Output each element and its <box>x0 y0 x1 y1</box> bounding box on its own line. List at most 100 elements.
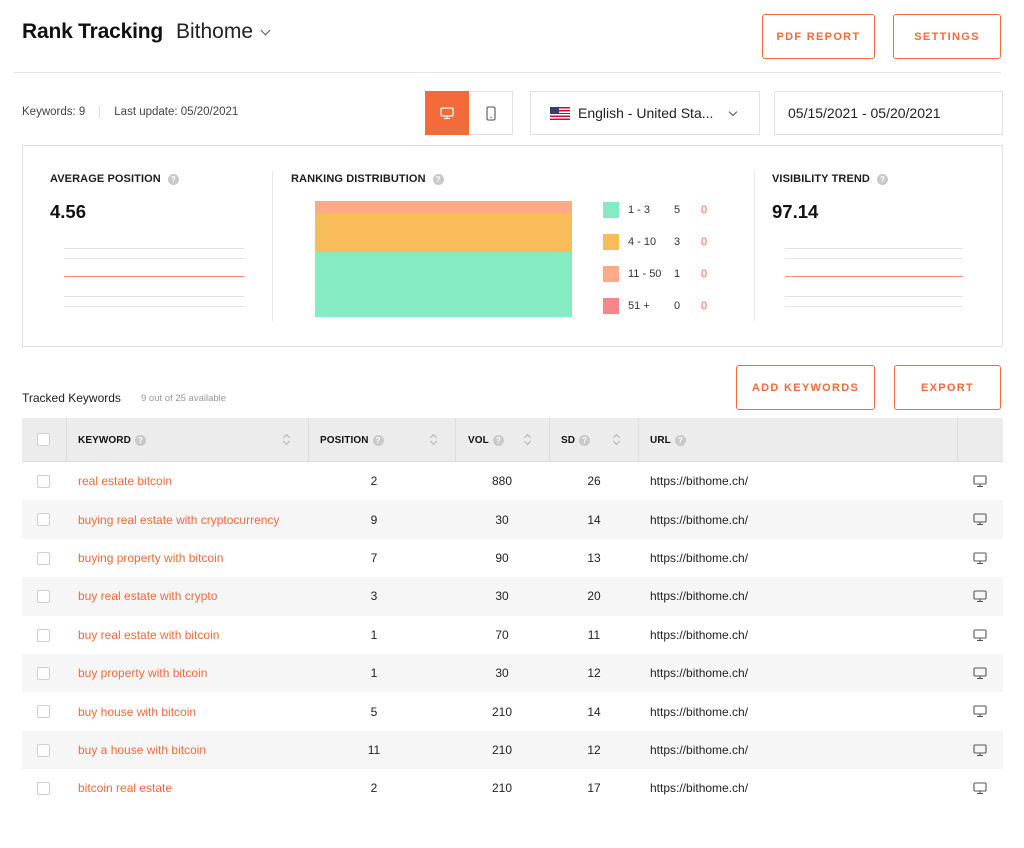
keyword-link[interactable]: real estate bitcoin <box>78 474 173 489</box>
monitor-icon[interactable] <box>973 667 987 680</box>
column-keyword-label: KEYWORD <box>78 434 131 446</box>
sd-value: 12 <box>587 742 601 757</box>
us-flag-icon <box>550 106 570 120</box>
vol-value: 210 <box>491 704 513 719</box>
help-icon[interactable]: ? <box>167 173 179 185</box>
legend-swatch <box>603 266 619 282</box>
average-position-label: AVERAGE POSITION ? <box>50 173 179 185</box>
vol-value: 210 <box>491 742 513 757</box>
column-position-label: POSITION <box>320 434 369 446</box>
help-icon[interactable]: ? <box>432 173 444 185</box>
table-row: buy a house with bitcoin 11 210 12 https… <box>22 730 1003 770</box>
sort-icon[interactable] <box>430 433 437 446</box>
date-range-picker[interactable]: 05/15/2021 - 05/20/2021 <box>774 91 1003 135</box>
legend-row: 4 - 10 3 0 <box>603 233 733 251</box>
url-value: https://bithome.ch/ <box>650 742 749 757</box>
vol-value: 30 <box>495 666 509 681</box>
keyword-link[interactable]: bitcoin real estate <box>78 781 173 796</box>
row-checkbox[interactable] <box>37 551 50 565</box>
select-all-checkbox[interactable] <box>37 433 50 446</box>
stats-divider <box>272 171 273 321</box>
page-title: Rank Tracking <box>22 20 163 43</box>
visibility-trend-value: 97.14 <box>772 201 819 222</box>
sort-icon[interactable] <box>283 433 290 446</box>
legend-range: 4 - 10 <box>628 236 657 248</box>
row-checkbox[interactable] <box>37 743 50 757</box>
vol-value: 30 <box>495 589 509 604</box>
column-sd[interactable]: SD ? <box>561 418 591 462</box>
row-checkbox[interactable] <box>37 705 50 719</box>
keyword-link[interactable]: buy real estate with bitcoin <box>78 627 220 642</box>
sort-icon[interactable] <box>524 433 531 446</box>
average-position-sparkline <box>64 248 244 310</box>
column-vol-label: VOL <box>468 434 489 446</box>
position-value: 2 <box>370 474 378 489</box>
legend-range: 1 - 3 <box>628 204 651 216</box>
row-checkbox[interactable] <box>37 475 50 488</box>
position-value: 1 <box>370 666 378 681</box>
keyword-link[interactable]: buy a house with bitcoin <box>78 742 207 757</box>
column-position[interactable]: POSITION ? <box>320 418 384 462</box>
keyword-link[interactable]: buy property with bitcoin <box>78 666 208 681</box>
column-url[interactable]: URL ? <box>650 418 686 462</box>
visibility-trend-label-text: VISIBILITY TREND <box>772 173 870 185</box>
help-icon[interactable]: ? <box>134 434 146 446</box>
column-divider <box>957 418 958 462</box>
sd-value: 13 <box>587 550 601 565</box>
date-range-value: 05/15/2021 - 05/20/2021 <box>788 105 941 121</box>
language-select[interactable]: English - United Sta... <box>530 91 760 135</box>
legend-row: 1 - 3 5 0 <box>603 201 733 219</box>
keyword-link[interactable]: buy real estate with crypto <box>78 589 218 604</box>
position-value: 2 <box>370 781 378 796</box>
monitor-icon[interactable] <box>973 744 987 757</box>
help-icon[interactable]: ? <box>876 173 888 185</box>
monitor-icon[interactable] <box>973 590 987 603</box>
row-checkbox[interactable] <box>37 513 50 527</box>
help-icon[interactable]: ? <box>674 434 686 446</box>
project-name: Bithome <box>175 20 254 43</box>
monitor-icon[interactable] <box>973 475 987 488</box>
keywords-count: Keywords: 9 <box>22 106 86 118</box>
add-keywords-button[interactable]: ADD KEYWORDS <box>736 365 875 410</box>
visibility-trend-label: VISIBILITY TREND ? <box>772 173 888 185</box>
row-checkbox[interactable] <box>37 590 50 604</box>
sort-icon[interactable] <box>613 433 620 446</box>
keywords-table: KEYWORD ? POSITION ? VOL ? SD ? URL ? <box>22 418 1003 808</box>
column-keyword[interactable]: KEYWORD ? <box>78 418 146 462</box>
legend-row: 11 - 50 1 0 <box>603 265 733 283</box>
desktop-icon <box>440 106 454 119</box>
vol-value: 210 <box>491 781 513 796</box>
legend-count: 3 <box>674 236 681 248</box>
monitor-icon[interactable] <box>973 705 987 718</box>
row-checkbox[interactable] <box>37 628 50 642</box>
sd-value: 14 <box>587 512 601 527</box>
settings-button[interactable]: SETTINGS <box>893 14 1001 59</box>
vol-value: 30 <box>495 512 509 527</box>
monitor-icon[interactable] <box>973 552 987 565</box>
keyword-link[interactable]: buying property with bitcoin <box>78 550 224 565</box>
meta-separator <box>99 106 101 118</box>
help-icon[interactable]: ? <box>372 434 384 446</box>
table-row: real estate bitcoin 2 880 26 https://bit… <box>22 462 1003 500</box>
row-checkbox[interactable] <box>37 782 50 796</box>
pdf-report-button[interactable]: PDF REPORT <box>762 14 875 59</box>
legend-change: 0 <box>701 204 708 216</box>
monitor-icon[interactable] <box>973 782 987 795</box>
monitor-icon[interactable] <box>973 629 987 642</box>
project-selector[interactable]: Bithome <box>175 20 271 44</box>
keyword-link[interactable]: buy house with bitcoin <box>78 704 197 719</box>
monitor-icon[interactable] <box>973 513 987 526</box>
column-vol[interactable]: VOL ? <box>468 418 504 462</box>
row-checkbox[interactable] <box>37 666 50 680</box>
stats-divider <box>754 171 755 321</box>
help-icon[interactable]: ? <box>579 434 591 446</box>
keyword-link[interactable]: buying real estate with cryptocurrency <box>78 512 280 527</box>
mobile-toggle[interactable] <box>469 91 513 135</box>
url-value: https://bithome.ch/ <box>650 781 749 796</box>
export-button[interactable]: EXPORT <box>894 365 1001 410</box>
desktop-toggle[interactable] <box>425 91 469 135</box>
column-divider <box>308 418 309 462</box>
help-icon[interactable]: ? <box>492 434 504 446</box>
tracked-keywords-label: Tracked Keywords <box>22 391 121 405</box>
url-value: https://bithome.ch/ <box>650 550 749 565</box>
